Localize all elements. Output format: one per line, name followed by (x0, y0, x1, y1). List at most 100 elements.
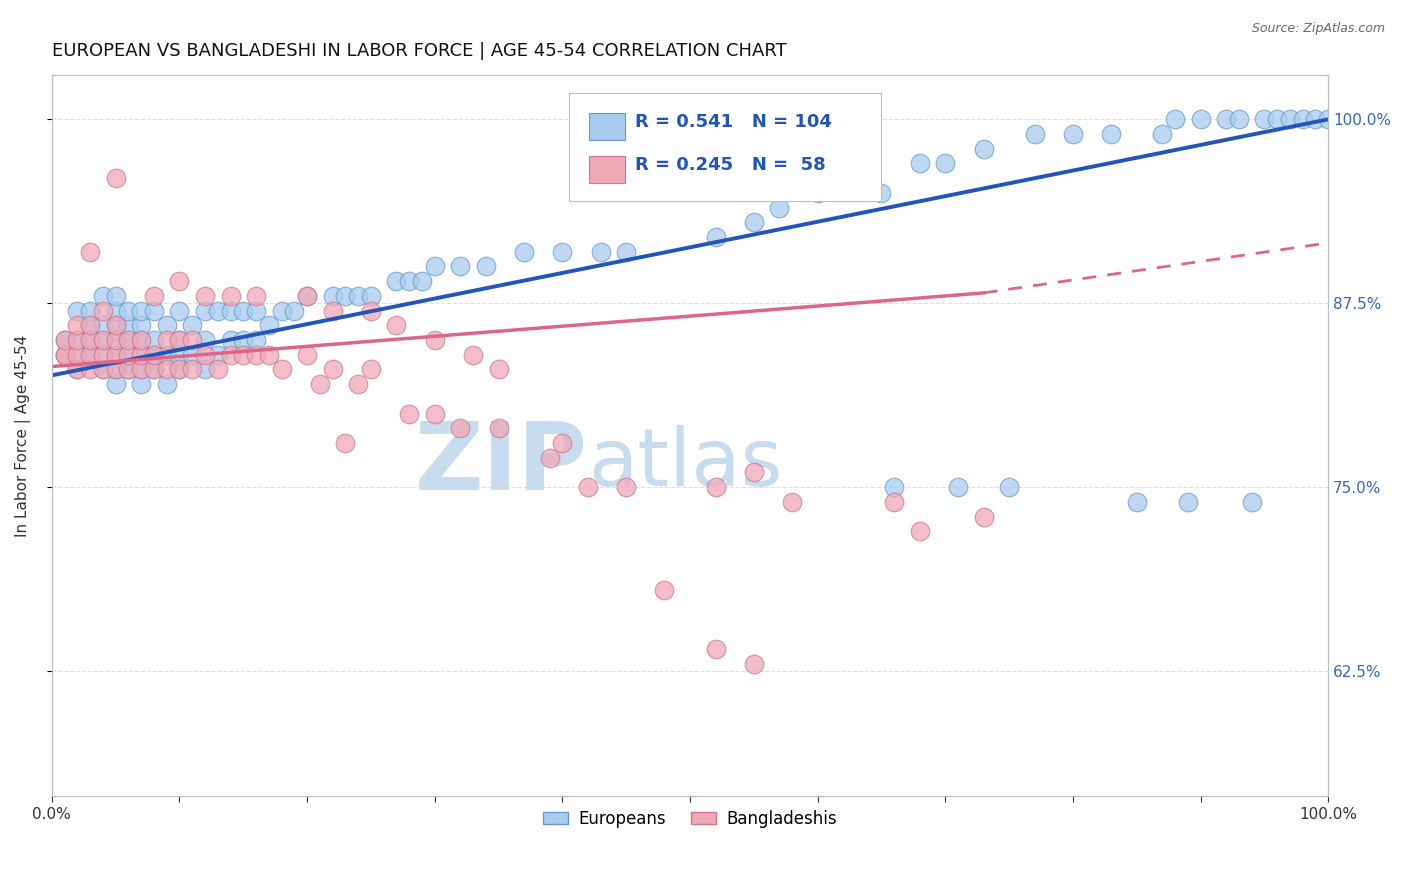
Point (66, 333, 89, 347)
Point (91, 333, 114, 347)
Point (129, 377, 152, 392)
Point (1253, 112, 1275, 127)
Point (104, 362, 127, 376)
Point (156, 362, 179, 376)
Point (181, 333, 204, 347)
Point (79, 244, 101, 259)
Point (194, 348, 217, 362)
Point (742, 466, 765, 480)
Point (1189, 112, 1212, 127)
Point (308, 377, 330, 392)
Point (385, 318, 408, 333)
Point (104, 377, 127, 392)
Point (181, 318, 204, 333)
Point (232, 303, 254, 318)
Point (53, 333, 76, 347)
Point (91, 333, 114, 347)
Legend: Europeans, Bangladeshis: Europeans, Bangladeshis (537, 804, 844, 835)
Text: Source: ZipAtlas.com: Source: ZipAtlas.com (1251, 22, 1385, 36)
Point (66, 362, 89, 376)
Point (117, 362, 139, 376)
Point (142, 348, 165, 362)
Point (245, 348, 267, 362)
Point (91, 348, 114, 362)
Point (91, 303, 114, 318)
Point (194, 333, 217, 347)
Point (129, 303, 152, 318)
Text: R = 0.245   N =  58: R = 0.245 N = 58 (636, 156, 825, 174)
Text: ZIP: ZIP (415, 418, 588, 510)
Point (79, 362, 101, 376)
Point (245, 303, 267, 318)
Point (91, 289, 114, 303)
Point (245, 289, 267, 303)
Point (219, 289, 242, 303)
Point (181, 362, 204, 376)
Point (117, 362, 139, 376)
Point (129, 333, 152, 347)
Point (322, 362, 344, 376)
Point (104, 348, 127, 362)
Point (194, 303, 217, 318)
Point (1099, 127, 1122, 141)
Point (335, 289, 357, 303)
Point (79, 333, 101, 347)
Point (946, 480, 969, 494)
Point (104, 289, 127, 303)
Point (449, 421, 471, 435)
Point (129, 318, 152, 333)
Point (1164, 112, 1187, 127)
Point (1062, 127, 1084, 141)
FancyBboxPatch shape (589, 156, 624, 184)
Point (908, 524, 931, 539)
Point (257, 348, 280, 362)
Point (79, 333, 101, 347)
FancyBboxPatch shape (569, 94, 882, 202)
Point (142, 303, 165, 318)
Point (66, 333, 89, 347)
Point (129, 333, 152, 347)
Point (117, 348, 139, 362)
Point (129, 362, 152, 376)
Point (998, 480, 1021, 494)
Point (589, 244, 612, 259)
Point (232, 333, 254, 347)
Point (129, 348, 152, 362)
Point (883, 495, 905, 509)
Point (91, 318, 114, 333)
Point (908, 156, 931, 170)
Point (66, 362, 89, 376)
Point (1265, 112, 1288, 127)
Point (322, 303, 344, 318)
Point (117, 318, 139, 333)
Point (245, 333, 267, 347)
Point (335, 436, 357, 450)
Point (142, 333, 165, 347)
Point (219, 333, 242, 347)
Point (79, 348, 101, 362)
Point (1240, 495, 1263, 509)
Point (117, 333, 139, 347)
Point (66, 348, 89, 362)
Point (194, 289, 217, 303)
Point (156, 348, 179, 362)
Point (169, 362, 191, 376)
Point (1278, 112, 1301, 127)
Point (423, 333, 446, 347)
Point (104, 362, 127, 376)
Point (117, 348, 139, 362)
Point (654, 583, 676, 598)
Point (156, 333, 179, 347)
Point (347, 377, 370, 392)
Point (870, 186, 893, 200)
Point (117, 333, 139, 347)
Point (513, 244, 536, 259)
Point (104, 318, 127, 333)
Point (488, 421, 510, 435)
Point (169, 348, 191, 362)
Point (129, 362, 152, 376)
Point (79, 318, 101, 333)
Point (360, 362, 382, 376)
Point (169, 333, 191, 347)
Point (91, 348, 114, 362)
